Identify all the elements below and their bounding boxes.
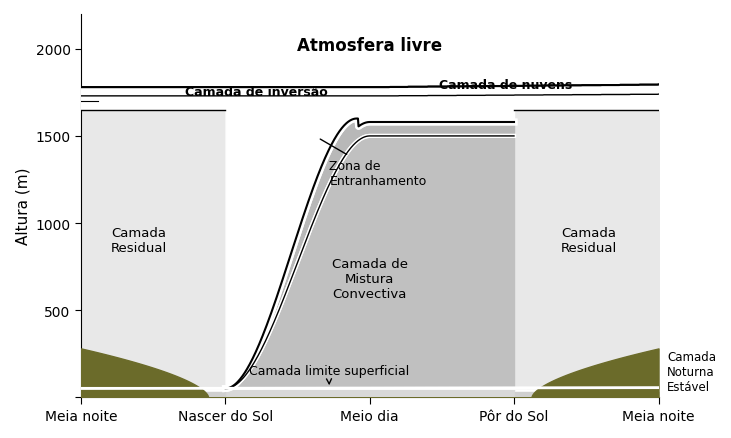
Text: Zona de
Entranhamento: Zona de Entranhamento xyxy=(320,140,427,187)
Text: Camada de
Mistura
Convectiva: Camada de Mistura Convectiva xyxy=(332,258,408,300)
Text: Camada
Residual: Camada Residual xyxy=(110,227,167,255)
Text: Camada
Noturna
Estável: Camada Noturna Estável xyxy=(667,350,716,393)
Text: Camada limite superficial: Camada limite superficial xyxy=(249,364,409,384)
Y-axis label: Altura (m): Altura (m) xyxy=(15,167,30,245)
Text: Camada de nuvens: Camada de nuvens xyxy=(439,79,572,92)
Text: Camada de inversão: Camada de inversão xyxy=(185,86,327,99)
Text: Atmosfera livre: Atmosfera livre xyxy=(298,37,442,55)
Text: Camada
Residual: Camada Residual xyxy=(561,227,618,255)
